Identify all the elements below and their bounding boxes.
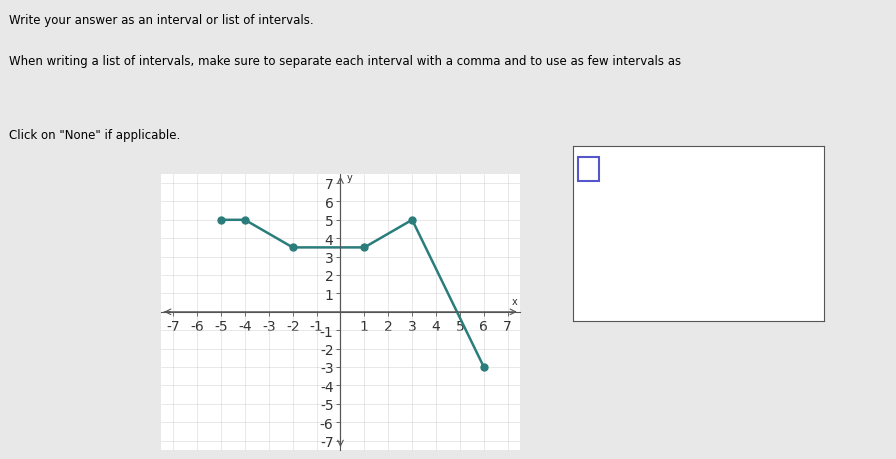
Text: Click on "None" if applicable.: Click on "None" if applicable. (9, 129, 180, 141)
Text: When writing a list of intervals, make sure to separate each interval with a com: When writing a list of intervals, make s… (9, 55, 681, 68)
FancyBboxPatch shape (579, 157, 599, 182)
Text: Write your answer as an interval or list of intervals.: Write your answer as an interval or list… (9, 14, 314, 27)
Text: x: x (512, 297, 518, 307)
Text: y: y (347, 173, 352, 183)
